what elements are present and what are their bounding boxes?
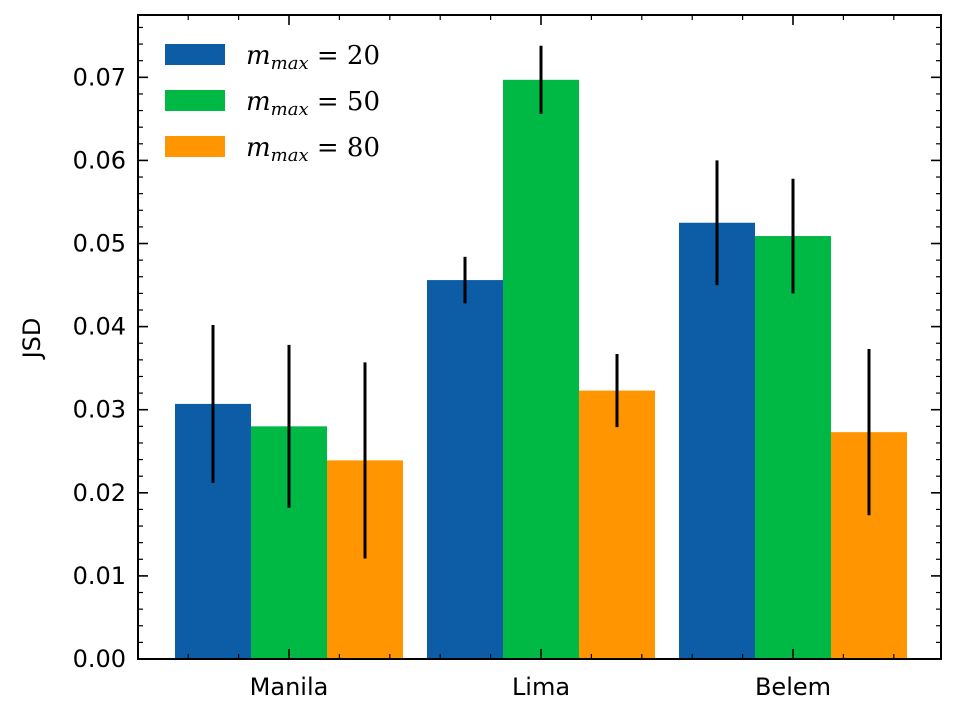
y-axis-label: JSD <box>18 318 46 361</box>
bar-lima-series-3 <box>579 390 655 659</box>
bar-lima-series-2 <box>503 79 579 659</box>
y-tick-label: 0.06 <box>73 146 126 174</box>
y-tick-label: 0.07 <box>73 63 126 91</box>
x-tick-label-manila: Manila <box>250 673 329 701</box>
legend-label-2: mmax = 50 <box>246 87 380 120</box>
legend: mmax = 20 mmax = 50 mmax = 80 <box>165 41 380 166</box>
y-tick-label: 0.01 <box>73 562 126 590</box>
y-tick-label: 0.02 <box>73 479 126 507</box>
legend-swatch-3 <box>165 136 225 157</box>
y-tick-label: 0.04 <box>73 313 126 341</box>
bar-lima-series-1 <box>427 280 503 659</box>
bars-layer <box>175 79 907 659</box>
errorbars-layer <box>211 45 871 559</box>
legend-label-3: mmax = 80 <box>246 133 380 166</box>
y-tick-label: 0.03 <box>73 396 126 424</box>
legend-swatch-1 <box>165 44 225 65</box>
bar-belem-series-1 <box>679 222 755 659</box>
x-tick-label-lima: Lima <box>512 673 570 701</box>
bar-belem-series-2 <box>755 236 831 659</box>
x-tick-label-belem: Belem <box>755 673 831 701</box>
y-tick-label: 0.00 <box>73 645 126 673</box>
axes-layer: 0.00 0.01 0.02 0.03 0.04 0.05 0.06 0.07 Manila Li… <box>73 14 942 701</box>
plot-frame <box>137 14 942 660</box>
y-tick-label: 0.05 <box>73 230 126 258</box>
legend-swatch-2 <box>165 90 225 111</box>
legend-label-1: mmax = 20 <box>246 41 380 74</box>
